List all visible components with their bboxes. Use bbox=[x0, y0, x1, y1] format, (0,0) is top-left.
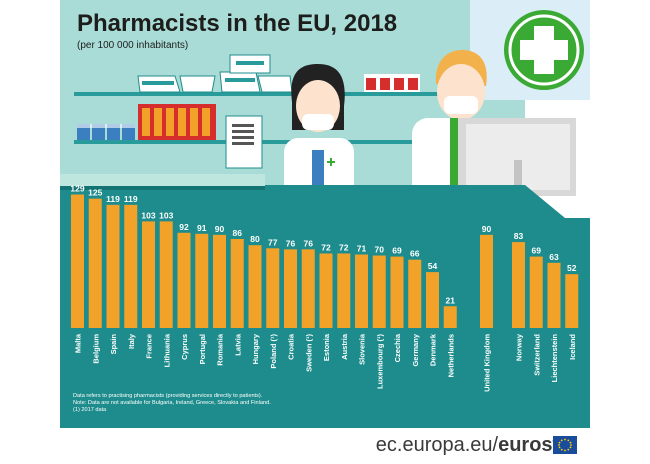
category-label: Switzerland bbox=[532, 334, 541, 376]
category-label: Slovenia bbox=[358, 333, 367, 365]
category-label: Norway bbox=[515, 333, 524, 361]
bar-22 bbox=[480, 234, 493, 328]
chart-notes: Data refers to practising pharmacists (p… bbox=[73, 393, 503, 414]
category-label: Croatia bbox=[287, 333, 296, 360]
category-label: Romania bbox=[216, 333, 225, 366]
bar-7 bbox=[195, 233, 209, 328]
category-label: United Kingdom bbox=[483, 334, 492, 392]
value-label: 72 bbox=[339, 242, 349, 252]
bar-26 bbox=[565, 274, 579, 328]
bar-25 bbox=[547, 262, 561, 328]
bar-8 bbox=[213, 234, 226, 328]
category-label: Denmark bbox=[429, 333, 438, 366]
category-label: Netherlands bbox=[446, 334, 455, 377]
bar-21 bbox=[443, 306, 457, 328]
bar-10 bbox=[248, 245, 262, 328]
category-label: Liechtenstein bbox=[550, 334, 559, 383]
value-label: 103 bbox=[141, 210, 155, 220]
category-label: Czechia bbox=[393, 333, 402, 362]
bar-13 bbox=[301, 249, 315, 328]
category-label: Hungary bbox=[251, 333, 260, 364]
bar-19 bbox=[408, 259, 422, 328]
category-label: Cyprus bbox=[180, 334, 189, 360]
value-label: 119 bbox=[124, 194, 138, 204]
category-label: Austria bbox=[340, 333, 349, 360]
value-label: 66 bbox=[410, 249, 420, 259]
bar-15 bbox=[337, 253, 351, 328]
value-label: 77 bbox=[268, 237, 278, 247]
value-label: 71 bbox=[357, 244, 367, 254]
note-line: (1) 2017 data bbox=[73, 407, 107, 413]
category-label: Latvia bbox=[233, 333, 242, 356]
bar-2 bbox=[106, 204, 120, 328]
value-label: 69 bbox=[532, 246, 542, 256]
bar-16 bbox=[355, 254, 368, 328]
category-label: Poland (¹) bbox=[269, 333, 278, 368]
bar-3 bbox=[124, 204, 138, 328]
value-label: 119 bbox=[106, 194, 120, 204]
category-label: Estonia bbox=[322, 333, 331, 361]
category-label: Italy bbox=[127, 333, 136, 349]
value-label: 69 bbox=[392, 246, 402, 256]
category-label: Belgium bbox=[91, 334, 100, 364]
value-label: 90 bbox=[215, 224, 225, 234]
value-label: 72 bbox=[321, 242, 331, 252]
value-label: 91 bbox=[197, 223, 207, 233]
bar-5 bbox=[159, 221, 173, 328]
bar-0 bbox=[71, 194, 84, 328]
category-label: Malta bbox=[74, 333, 83, 353]
bar-chart: 129 Malta 125 Belgium 119 Spain 119 Italy 103 Fra… bbox=[70, 183, 579, 392]
bar-14 bbox=[319, 253, 333, 328]
value-label: 76 bbox=[286, 238, 296, 248]
url-prefix: ec.europa.eu/ bbox=[375, 434, 499, 456]
category-label: Sweden (¹) bbox=[304, 334, 313, 372]
value-label: 125 bbox=[88, 188, 102, 198]
category-label: Luxembourg (¹) bbox=[375, 334, 384, 389]
value-label: 83 bbox=[514, 231, 524, 241]
pharmacy-cross-icon bbox=[504, 10, 584, 90]
bar-24 bbox=[529, 256, 543, 328]
value-label: 52 bbox=[567, 263, 577, 273]
bar-23 bbox=[512, 242, 525, 328]
category-label: Germany bbox=[411, 333, 420, 366]
note-line: Data refers to practising pharmacists (p… bbox=[73, 393, 263, 399]
medicine-bottles-icon bbox=[77, 104, 263, 169]
value-label: 86 bbox=[233, 228, 243, 238]
category-label: Iceland bbox=[568, 334, 577, 360]
bar-11 bbox=[266, 248, 280, 328]
value-label: 54 bbox=[428, 261, 438, 271]
medicine-boxes-icon bbox=[137, 54, 420, 93]
category-label: Spain bbox=[109, 334, 118, 355]
value-label: 63 bbox=[549, 252, 559, 262]
value-label: 76 bbox=[304, 238, 314, 248]
category-label: France bbox=[145, 334, 154, 359]
bar-9 bbox=[230, 238, 244, 328]
value-label: 90 bbox=[482, 224, 492, 234]
page-subtitle: (per 100 000 inhabitants) bbox=[77, 40, 189, 51]
note-line: Note: Data are not available for Bulgari… bbox=[73, 400, 271, 406]
value-label: 129 bbox=[70, 183, 84, 193]
eu-flag-icon bbox=[553, 436, 577, 454]
bar-1 bbox=[88, 198, 102, 328]
bar-6 bbox=[177, 232, 191, 328]
value-label: 21 bbox=[446, 295, 456, 305]
bar-4 bbox=[142, 221, 155, 328]
category-label: Lithuania bbox=[162, 333, 171, 367]
source-link[interactable]: ec.europa.eu/eurostat bbox=[376, 434, 577, 457]
bar-18 bbox=[390, 256, 404, 328]
bar-12 bbox=[284, 249, 297, 328]
value-label: 80 bbox=[250, 234, 260, 244]
category-label: Portugal bbox=[198, 334, 207, 364]
value-label: 70 bbox=[375, 245, 385, 255]
value-label: 103 bbox=[159, 210, 173, 220]
bar-17 bbox=[372, 255, 386, 328]
value-label: 92 bbox=[179, 222, 189, 232]
page-title: Pharmacists in the EU, 2018 bbox=[77, 10, 398, 37]
bar-20 bbox=[426, 272, 439, 328]
